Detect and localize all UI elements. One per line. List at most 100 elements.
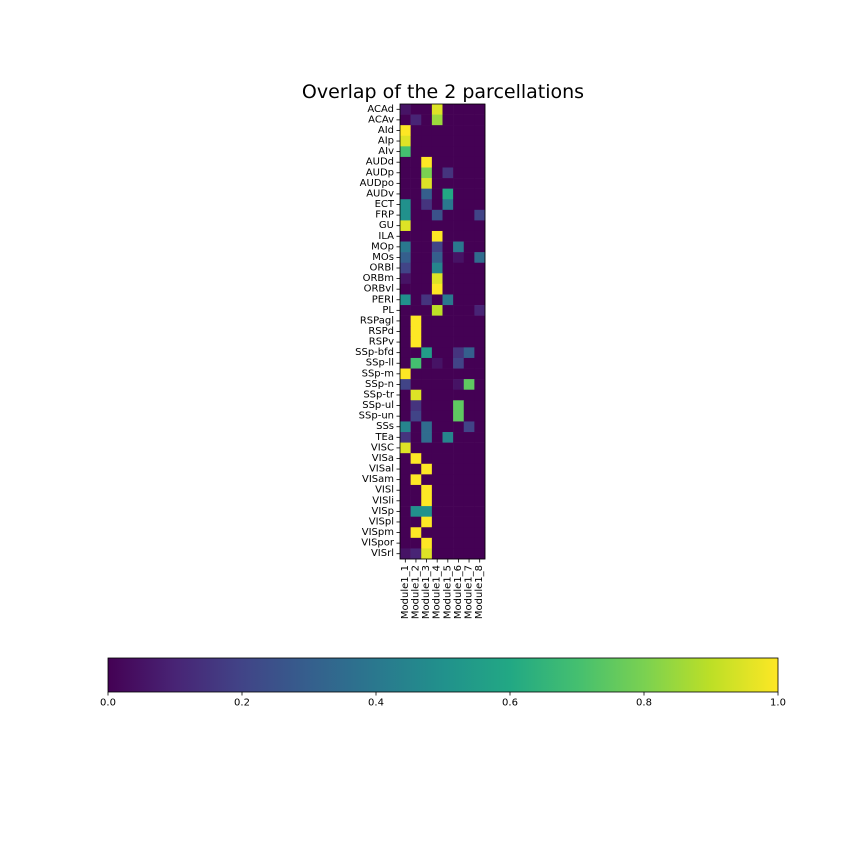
heatmap-cell xyxy=(410,241,422,253)
heatmap-cell xyxy=(442,156,454,168)
heatmap-cell xyxy=(474,125,486,137)
heatmap-cell xyxy=(463,188,475,200)
row-label: PERI xyxy=(372,294,394,305)
heatmap-cell xyxy=(400,156,411,168)
heatmap-cell xyxy=(400,135,411,147)
heatmap-cell xyxy=(442,357,454,369)
heatmap-cell xyxy=(431,484,443,496)
heatmap-cell xyxy=(442,421,454,433)
heatmap-cell xyxy=(453,400,465,412)
heatmap-cell xyxy=(421,453,433,465)
heatmap-cell xyxy=(463,273,475,285)
heatmap-cell xyxy=(431,167,443,179)
heatmap-cell xyxy=(453,146,465,158)
heatmap-cell xyxy=(421,421,433,433)
heatmap-cell xyxy=(410,209,422,221)
heatmap-cell xyxy=(431,125,443,137)
heatmap-cell xyxy=(431,432,443,443)
row-label: SSs xyxy=(376,421,394,432)
heatmap-cell xyxy=(463,537,475,549)
heatmap-cell xyxy=(463,495,475,507)
colorbar-tick-label: 1.0 xyxy=(770,698,786,709)
row-label: VISa xyxy=(372,453,394,464)
heatmap-cell xyxy=(453,273,465,285)
heatmap-cell xyxy=(442,326,454,338)
heatmap-cell xyxy=(442,283,454,295)
heatmap-cell xyxy=(421,178,433,189)
heatmap-cell xyxy=(400,400,411,412)
heatmap-cell xyxy=(442,305,454,316)
heatmap-cell xyxy=(474,294,486,306)
heatmap-cell xyxy=(463,548,475,560)
row-label: RSPv xyxy=(369,337,394,348)
heatmap-cell xyxy=(474,463,486,475)
heatmap-cell xyxy=(442,410,454,422)
heatmap-cell xyxy=(474,347,486,359)
heatmap-cell xyxy=(410,474,422,486)
row-label: VISl xyxy=(375,485,394,496)
row-label: ACAv xyxy=(368,114,394,125)
heatmap-cell xyxy=(463,104,475,115)
heatmap-cell xyxy=(400,104,411,115)
heatmap-cell xyxy=(431,326,443,338)
heatmap-cell xyxy=(442,484,454,496)
heatmap-cell xyxy=(442,527,454,539)
heatmap-cell xyxy=(474,273,486,285)
heatmap-cell xyxy=(474,209,486,221)
heatmap-cell xyxy=(400,230,411,242)
heatmap-cell xyxy=(463,209,475,221)
heatmap-cell xyxy=(453,283,465,295)
heatmap-cell xyxy=(442,241,454,253)
heatmap-cell xyxy=(410,252,422,264)
heatmap-cell xyxy=(453,506,465,517)
row-label: TEa xyxy=(374,432,394,443)
heatmap-cell xyxy=(463,357,475,369)
heatmap-cell xyxy=(431,209,443,221)
row-label: VISC xyxy=(371,442,394,453)
heatmap-cell xyxy=(400,474,411,486)
heatmap-cell xyxy=(410,506,422,517)
row-label: SSp-un xyxy=(359,411,394,422)
heatmap-cell xyxy=(400,347,411,359)
heatmap-cell xyxy=(463,135,475,147)
heatmap-cell xyxy=(474,230,486,242)
heatmap-cell xyxy=(474,336,486,348)
heatmap-cell xyxy=(463,283,475,295)
heatmap-cell xyxy=(431,135,443,147)
heatmap-cell xyxy=(421,125,433,137)
row-label: RSPd xyxy=(368,326,394,337)
heatmap-cell xyxy=(453,209,465,221)
heatmap-cell xyxy=(431,178,443,189)
heatmap-cell xyxy=(442,453,454,465)
heatmap-cell xyxy=(410,125,422,137)
heatmap-cell xyxy=(410,548,422,560)
heatmap-cell xyxy=(442,252,454,264)
row-label: SSp-ll xyxy=(366,358,394,369)
heatmap-cell xyxy=(474,220,486,232)
heatmap-cell xyxy=(400,389,411,401)
heatmap-cell xyxy=(453,114,465,126)
heatmap-cell xyxy=(421,484,433,496)
heatmap-cell xyxy=(410,421,422,433)
heatmap-cell xyxy=(442,294,454,306)
heatmap-cell xyxy=(421,537,433,549)
heatmap-cell xyxy=(410,199,422,211)
heatmap-cell xyxy=(431,220,443,232)
row-label: VISli xyxy=(372,495,394,506)
heatmap-cell xyxy=(463,199,475,211)
heatmap-cell xyxy=(421,294,433,306)
column-label: Module1_2 xyxy=(410,565,421,619)
heatmap-cell xyxy=(453,453,465,465)
heatmap-cell xyxy=(431,400,443,412)
heatmap-cell xyxy=(400,357,411,369)
heatmap-cell xyxy=(442,463,454,475)
heatmap-cell xyxy=(431,463,443,475)
row-label: AUDpo xyxy=(360,178,394,189)
heatmap-cell xyxy=(474,326,486,338)
heatmap-cell xyxy=(474,421,486,433)
heatmap-cell xyxy=(463,453,475,465)
heatmap-cell xyxy=(474,135,486,147)
heatmap-cell xyxy=(474,357,486,369)
heatmap-cell xyxy=(442,167,454,179)
